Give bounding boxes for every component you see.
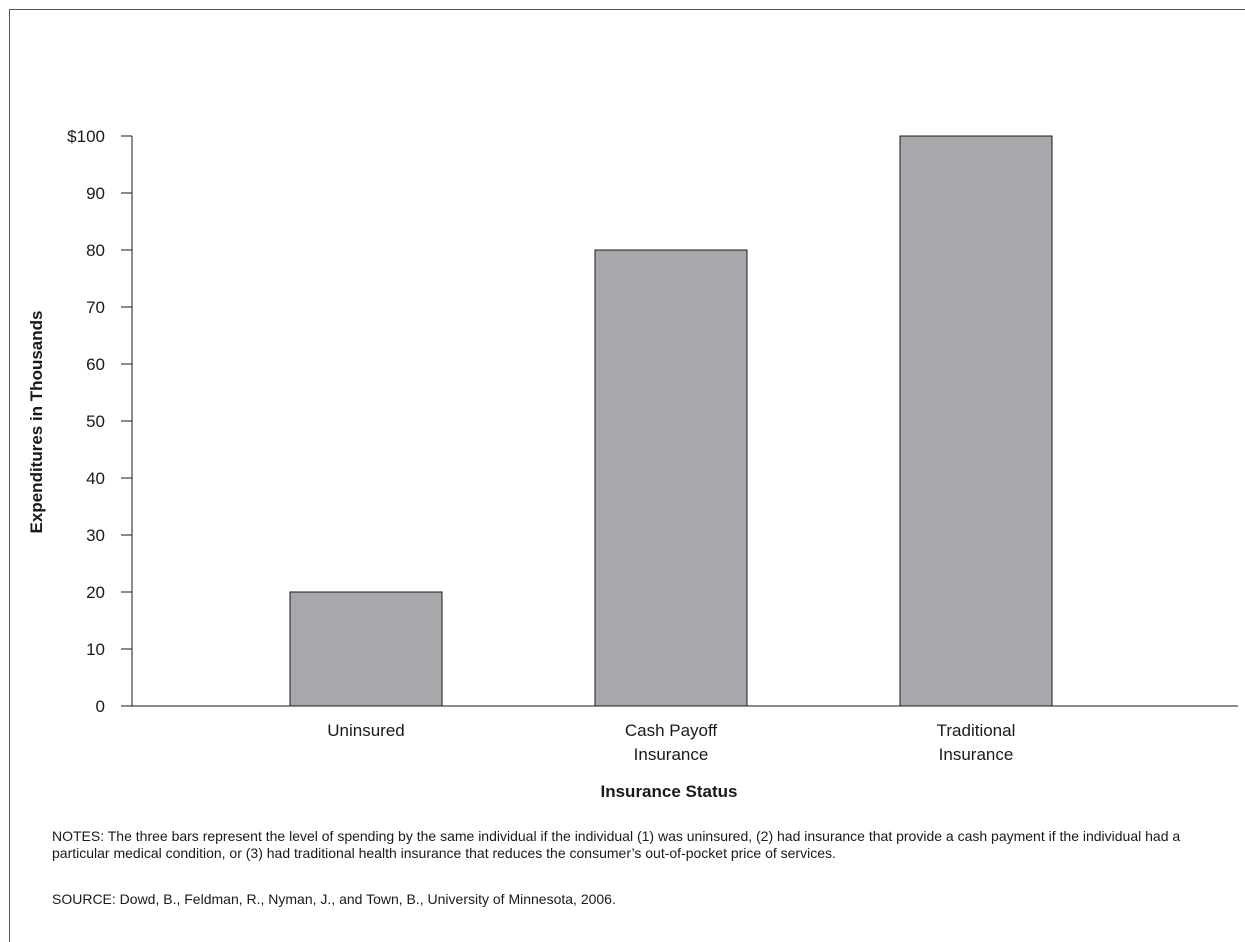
y-axis-ticks: 0 10 20 30 40 50 60 70 80 90 $100	[67, 127, 132, 716]
bar-chart: 0 10 20 30 40 50 60 70 80 90 $100 Uninsured Cash Pa…	[27, 127, 1238, 801]
figure-frame	[9, 9, 1245, 942]
y-tick-label: 20	[86, 583, 105, 602]
chart-source: SOURCE: Dowd, B., Feldman, R., Nyman, J.…	[52, 891, 616, 907]
y-tick-label: 50	[86, 412, 105, 431]
y-tick-label: $100	[67, 127, 105, 146]
x-category-label: Cash Payoff	[625, 721, 718, 740]
x-category-label: Traditional	[937, 721, 1016, 740]
x-category-label: Insurance	[939, 745, 1014, 764]
y-tick-label: 60	[86, 355, 105, 374]
y-tick-label: 0	[96, 697, 105, 716]
y-tick-label: 80	[86, 241, 105, 260]
bar	[289, 591, 443, 707]
y-tick-label: 30	[86, 526, 105, 545]
chart-notes: NOTES: The three bars represent the leve…	[52, 828, 1181, 861]
y-tick-label: 10	[86, 640, 105, 659]
y-tick-label: 70	[86, 298, 105, 317]
y-tick-label: 40	[86, 469, 105, 488]
bar	[899, 135, 1053, 707]
bar	[594, 249, 748, 707]
y-tick-label: 90	[86, 184, 105, 203]
x-category-label: Uninsured	[327, 721, 405, 740]
y-axis-title: Expenditures in Thousands	[27, 311, 46, 534]
bars	[289, 135, 1053, 707]
x-axis-labels: Uninsured Cash Payoff Insurance Traditional…	[327, 721, 1015, 764]
x-category-label: Insurance	[634, 745, 709, 764]
x-axis-title: Insurance Status	[601, 782, 738, 801]
